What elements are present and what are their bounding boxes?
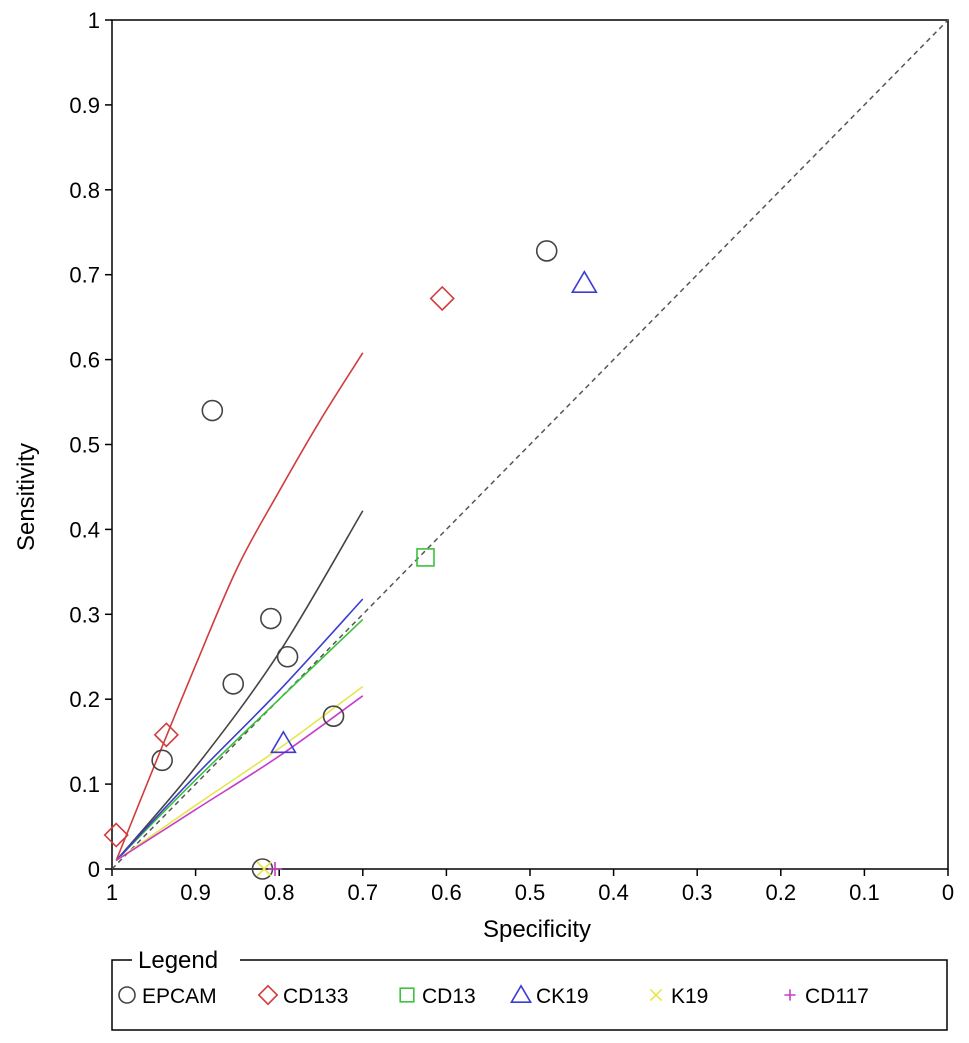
x-tick-label: 0.7	[348, 880, 379, 905]
point-cd133	[429, 285, 455, 312]
point-epcam	[322, 705, 345, 727]
point-cd133	[153, 722, 179, 748]
y-tick-label: 0.8	[69, 178, 100, 203]
axes-layer: 1 0.9 0.8 0.7 0.6 0.5 0.4 0.3 0.2 0.1 0 0 0.1 0.2 0.3 0…	[69, 8, 954, 905]
point-cd133	[103, 822, 129, 848]
legend-frame	[111, 959, 948, 1031]
legend-marker-ck19	[510, 984, 532, 1004]
point-epcam	[260, 607, 282, 630]
x-tick-label: 1	[106, 880, 118, 905]
legend-label-k19: K19	[671, 985, 708, 1008]
y-tick-label: 0.4	[69, 517, 100, 542]
legend-marker-cd117	[784, 989, 796, 1001]
legend-label-epcam: EPCAM	[142, 985, 217, 1008]
curve-k19	[115, 685, 364, 862]
point-ck19	[269, 730, 297, 754]
y-tick-label: 0.6	[69, 348, 100, 373]
curve-cd117	[115, 695, 364, 862]
point-epcam	[151, 749, 173, 772]
x-tick-label: 0.4	[598, 880, 629, 905]
point-ck19	[570, 270, 598, 293]
x-tick-label: 0.3	[682, 880, 713, 905]
y-tick-label: 0.7	[69, 263, 100, 288]
y-tick-label: 0.3	[69, 602, 100, 627]
point-epcam	[201, 399, 224, 422]
point-epcam	[276, 645, 299, 668]
y-tick-label: 0.5	[69, 433, 100, 458]
curve-cd13	[115, 618, 364, 862]
legend: Legend EPCAM CD133 CD13 CK19 K19 CD117	[111, 947, 948, 1031]
x-tick-label: 0	[942, 880, 954, 905]
y-tick-label: 0.2	[69, 687, 100, 712]
y-axis-title: Sensitivity	[13, 443, 40, 551]
x-tick-label: 0.5	[515, 880, 546, 905]
point-cd117	[268, 862, 283, 876]
legend-label-cd117: CD117	[805, 985, 869, 1008]
y-tick-label: 0.9	[69, 93, 100, 118]
point-epcam	[222, 673, 245, 695]
legend-marker-epcam	[118, 986, 136, 1004]
points-layer	[103, 240, 598, 880]
curve-epcam	[115, 510, 364, 862]
x-tick-label: 0.1	[849, 880, 880, 905]
x-axis-title: Specificity	[483, 916, 591, 943]
curve-cd133	[115, 352, 364, 861]
point-cd13	[416, 548, 435, 567]
x-tick-label: 0.8	[264, 880, 295, 905]
legend-title: Legend	[138, 947, 218, 974]
legend-marker-cd133	[257, 984, 279, 1006]
x-tick-label: 0.2	[766, 880, 797, 905]
legend-label-cd133: CD133	[283, 985, 348, 1008]
curves-layer	[115, 352, 364, 862]
y-tick-label: 1	[88, 8, 100, 33]
x-tick-label: 0.6	[431, 880, 462, 905]
legend-label-cd13: CD13	[422, 985, 476, 1008]
legend-marker-cd13	[399, 987, 415, 1003]
y-tick-label: 0	[88, 857, 100, 882]
point-epcam	[535, 240, 558, 262]
point-k19	[256, 861, 272, 877]
x-tick-label: 0.9	[180, 880, 211, 905]
reference-diagonal	[111, 19, 949, 870]
reference-line-layer	[111, 19, 949, 870]
legend-marker-k19	[649, 988, 663, 1002]
legend-label-ck19: CK19	[536, 985, 589, 1008]
y-tick-label: 0.1	[69, 772, 100, 797]
curve-ck19	[115, 598, 364, 862]
